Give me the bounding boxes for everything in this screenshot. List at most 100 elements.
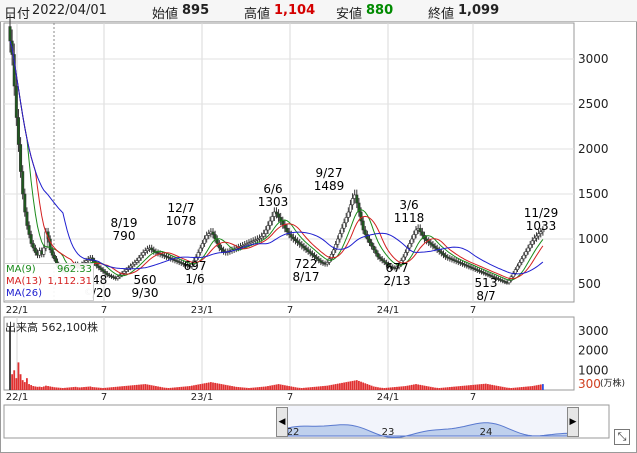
volume-bar [70,387,73,390]
candle-body [293,238,297,242]
volume-bar [155,386,157,390]
candle-body [150,247,154,251]
volume-bar [446,387,449,390]
volume-bar [351,380,354,390]
volume-bar [193,385,195,390]
volume-bar [368,384,371,390]
date-label: 日付 [4,7,31,22]
volume-bar [461,385,464,390]
volume-bar [275,384,278,390]
legend-ma13-value: 1,112.31 [47,276,92,287]
volume-bar [229,385,231,390]
candle-body [469,266,473,269]
volume-bar [389,387,392,390]
volume-bar [358,380,360,390]
volume-bar [482,383,485,390]
volume-bar [379,387,381,390]
volume-bar [121,386,123,390]
legend-ma26: MA(26) [5,288,93,300]
volume-bar [440,387,443,390]
volume-bar [66,387,68,390]
candle-body [99,267,103,270]
volume-bar [398,386,400,390]
volume-bar [383,388,386,390]
volume-bar [495,385,498,390]
volume-label: 出来高 [5,321,38,334]
candle-body [420,231,424,236]
volume-bar [256,387,259,390]
legend-ma13: MA(13) 1,112.31 [5,276,93,288]
candle-body [31,243,35,249]
candle-body [196,252,200,258]
x-tick-label: 7 [287,305,293,316]
candle-body [260,236,264,239]
volume-bar [491,384,494,390]
volume-bar [362,382,365,390]
candle-body [215,238,219,244]
candle-body [145,248,149,251]
candle-body [213,234,217,240]
candle-body [247,242,251,244]
navigator-left-arrow[interactable]: ◀ [276,407,288,437]
volume-bar [47,386,49,390]
candle-body [484,272,488,275]
candle-body [268,220,272,226]
volume-tick-label: 300 [578,377,601,391]
volume-bar [123,386,126,390]
volume-bar [209,382,212,390]
volume-bar [438,388,441,390]
candle-body [471,267,475,270]
candle-body [384,262,388,265]
candle-body [433,245,437,249]
volume-bar [487,384,489,390]
candle-body [516,265,520,270]
volume-bar [49,386,52,390]
volume-bar [21,380,24,390]
volume-bar [516,387,519,390]
candle-body [425,238,429,242]
volume-bar [319,386,322,390]
candle-body [251,240,255,243]
candle-body [528,244,532,249]
expand-icon[interactable]: ⤡ [614,429,630,445]
volume-bar [525,386,527,390]
volume-bar [159,386,162,390]
volume-bar [258,387,261,390]
volume-bar [80,387,83,390]
volume-bar [372,386,375,390]
candle-body [348,204,352,213]
candle-body [380,258,384,261]
volume-bar [233,386,236,390]
candle-body [486,273,490,276]
annotation-value: 560 [134,273,157,287]
close-value: 1,099 [458,3,500,18]
volume-bar [493,385,496,390]
candle-body [277,213,281,218]
volume-bar [201,383,204,390]
volume-bar [366,384,369,390]
candle-body [310,253,314,256]
volume-bar [288,386,291,390]
volume-bar [419,384,422,390]
candle-body [355,194,359,204]
volume-readout: 出来高 562,100株 [5,319,98,335]
candle-body [296,240,300,243]
navigator-area [287,422,569,438]
volume-bar [87,386,90,390]
volume-bar [55,387,58,390]
candle-body [499,279,503,281]
candle-body [270,216,274,222]
candle-body [291,236,295,240]
volume-bar [138,384,140,390]
volume-bar [465,385,468,390]
navigator-right-arrow[interactable]: ▶ [567,407,579,437]
volume-bar [336,383,339,390]
candle-body [338,233,342,240]
x-tick-label: 7 [470,305,476,316]
volume-bar [165,387,168,390]
annotation-date: 2/13 [384,274,411,288]
candle-body [414,229,418,235]
volume-bar [360,381,362,390]
annotation-date: 9/30 [132,286,159,300]
